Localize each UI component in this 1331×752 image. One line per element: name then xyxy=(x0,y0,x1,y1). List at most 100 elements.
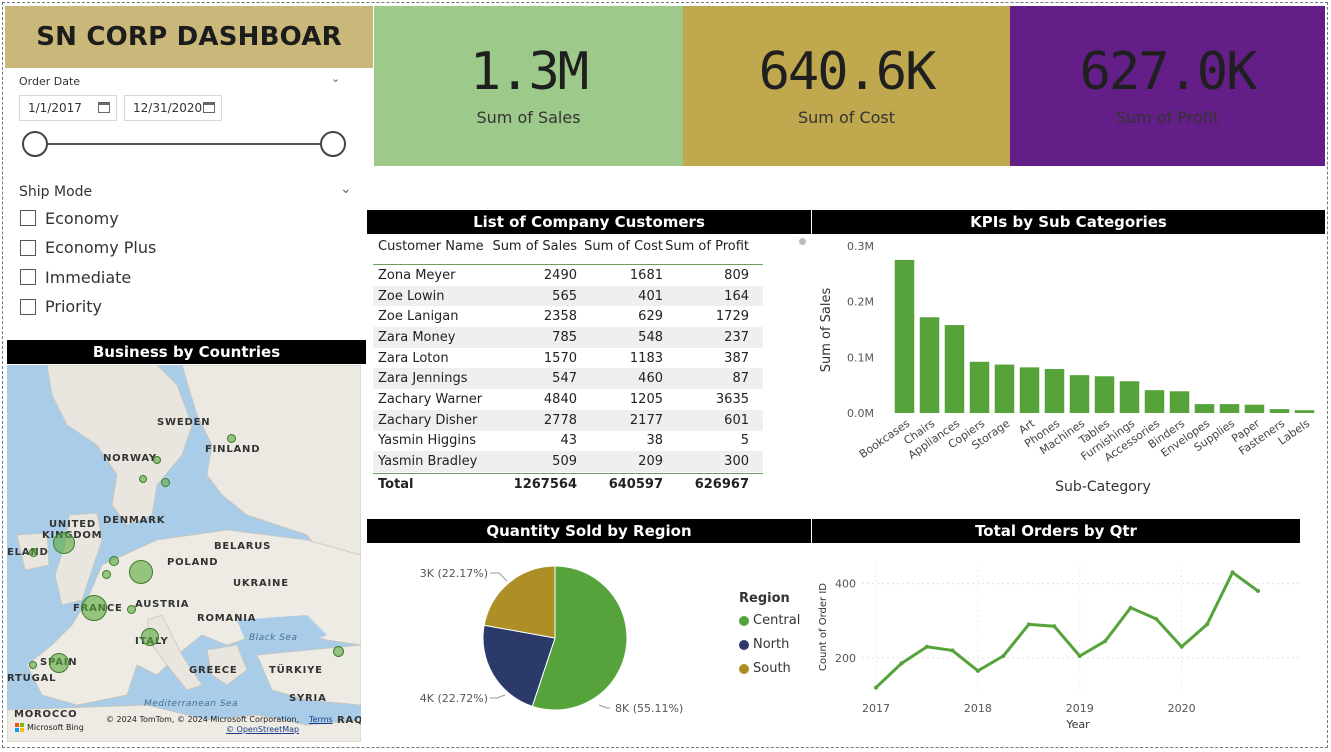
data-point[interactable] xyxy=(1128,605,1133,610)
ship-mode-option-economy[interactable]: Economy xyxy=(20,206,156,230)
data-point[interactable] xyxy=(1026,622,1031,627)
date-range-slider-track[interactable] xyxy=(35,143,333,145)
pie-chart[interactable]: 8K (55.11%) 4K (22.72%) 3K (22.17%) xyxy=(367,545,737,745)
calendar-icon[interactable] xyxy=(203,102,215,113)
data-point[interactable] xyxy=(1205,622,1210,627)
line-chart[interactable]: 200 400 2017 2018 2019 2020 Count of Order ID Y… xyxy=(812,545,1325,745)
map-label-denmark: DENMARK xyxy=(103,515,166,526)
map-bubble-norway[interactable] xyxy=(139,475,147,483)
kpi-card-cost[interactable]: 640.6K Sum of Cost xyxy=(683,6,1010,166)
bar-fasteners[interactable] xyxy=(1269,409,1290,413)
table-row[interactable]: Zachary Disher 2778 2177 601 xyxy=(373,409,763,431)
legend-item-central[interactable]: Central xyxy=(739,613,800,628)
map-bubble-portugal[interactable] xyxy=(29,661,37,669)
bar-machines[interactable] xyxy=(1069,375,1090,413)
map-bubble-united-kingdom[interactable] xyxy=(53,532,75,554)
map-bubble-france[interactable] xyxy=(81,595,107,621)
table-row[interactable]: Zara Jennings 547 460 87 xyxy=(373,368,763,390)
country-map[interactable]: SWEDEN FINLAND NORWAY UNITED KINGDOM DEN… xyxy=(7,365,361,742)
ship-mode-option-immediate[interactable]: Immediate xyxy=(20,265,156,289)
data-point[interactable] xyxy=(1052,624,1057,629)
bar-furnishings[interactable] xyxy=(1119,381,1140,413)
data-point[interactable] xyxy=(1256,589,1260,593)
data-point[interactable] xyxy=(1154,616,1159,621)
map-bubble-germany[interactable] xyxy=(129,560,153,584)
bar-envelopes[interactable] xyxy=(1194,404,1215,413)
pie-slice-south[interactable] xyxy=(483,565,556,639)
map-bubble-estonia[interactable] xyxy=(161,478,170,487)
checkbox[interactable] xyxy=(20,210,36,226)
map-label-belarus: BELARUS xyxy=(214,541,272,552)
map-osm-link[interactable]: © OpenStreetMap xyxy=(226,725,300,734)
data-point[interactable] xyxy=(874,685,878,690)
table-row[interactable]: Yasmin Higgins 43 38 5 xyxy=(378,433,749,449)
pie-slice-north[interactable] xyxy=(482,624,556,707)
map-bubble-switzerland[interactable] xyxy=(127,605,136,614)
end-date-input[interactable]: 12/31/2020 xyxy=(124,95,222,121)
bar-supplies[interactable] xyxy=(1219,404,1240,413)
bar-appliances[interactable] xyxy=(944,325,965,413)
data-point[interactable] xyxy=(1230,570,1235,575)
data-point[interactable] xyxy=(950,648,955,653)
map-bubble-italy[interactable] xyxy=(141,628,159,646)
orders-line[interactable] xyxy=(874,570,1259,689)
ship-mode-option-priority[interactable]: Priority xyxy=(20,295,156,319)
column-header-sales[interactable]: Sum of Sales xyxy=(492,239,577,254)
date-range-end-handle[interactable] xyxy=(320,131,346,157)
bar-copiers[interactable] xyxy=(969,361,990,413)
bar-phones[interactable] xyxy=(1044,369,1065,413)
data-point[interactable] xyxy=(1103,639,1108,644)
table-row[interactable]: Zoe Lanigan 2358 629 1729 xyxy=(378,309,749,325)
map-bubble-belgium[interactable] xyxy=(102,570,111,579)
bar-accessories[interactable] xyxy=(1144,390,1165,413)
kpi-card-profit[interactable]: 627.0K Sum of Profit xyxy=(1010,6,1325,166)
checkbox[interactable] xyxy=(20,269,36,285)
data-point[interactable] xyxy=(1179,644,1184,649)
checkbox[interactable] xyxy=(20,239,36,256)
table-row[interactable]: Zara Money 785 548 237 xyxy=(373,327,763,348)
table-row[interactable]: Yasmin Bradley 509 209 300 xyxy=(373,451,763,472)
map-terms-link[interactable]: Terms xyxy=(309,715,333,724)
data-point[interactable] xyxy=(1001,654,1006,658)
legend-dot-north xyxy=(739,639,749,650)
bar-chairs[interactable] xyxy=(919,317,940,413)
checkbox[interactable] xyxy=(20,298,36,315)
data-point[interactable] xyxy=(1077,654,1082,658)
map-bubble-netherlands[interactable] xyxy=(109,556,119,566)
column-header-cost[interactable]: Sum of Cost xyxy=(584,239,663,254)
date-range-start-handle[interactable] xyxy=(22,131,48,157)
kpi-card-sales[interactable]: 1.3M Sum of Sales xyxy=(374,6,683,166)
table-row[interactable]: Zona Meyer 2490 1681 809 xyxy=(378,267,749,283)
ship-mode-chevron-icon[interactable]: ⌄ xyxy=(340,181,352,197)
map-bubble-spain[interactable] xyxy=(49,653,69,673)
data-point[interactable] xyxy=(975,668,980,673)
data-point[interactable] xyxy=(924,644,929,649)
table-row[interactable]: Zara Loton 1570 1183 387 xyxy=(378,350,749,366)
bar-bookcases[interactable] xyxy=(894,259,915,413)
column-header-customer-name[interactable]: Customer Name ▼ xyxy=(373,239,491,254)
scroll-indicator[interactable] xyxy=(799,238,806,245)
bar-tables[interactable] xyxy=(1094,376,1115,413)
data-point[interactable] xyxy=(899,661,904,666)
map-bubble-turkiye[interactable] xyxy=(333,646,344,657)
map-bubble-ireland[interactable] xyxy=(29,548,38,557)
table-row[interactable]: Zoe Lowin 565 401 164 xyxy=(373,285,763,307)
bar-paper[interactable] xyxy=(1244,404,1265,413)
bar-labels[interactable] xyxy=(1294,410,1315,413)
bar-chart[interactable]: 0.0M0.1M0.2M0.3MBookcasesChairsAppliance… xyxy=(812,234,1325,498)
order-date-chevron-icon[interactable]: ⌄ xyxy=(331,72,341,85)
pie-slice-central[interactable] xyxy=(531,565,628,711)
table-row[interactable]: Zachary Warner 4840 1205 3635 xyxy=(378,391,749,407)
legend-item-north[interactable]: North xyxy=(739,637,800,652)
ship-mode-option-economy-plus[interactable]: Economy Plus xyxy=(20,236,156,260)
column-header-profit[interactable]: Sum of Profit xyxy=(665,239,749,254)
start-date-input[interactable]: 1/1/2017 xyxy=(19,95,117,121)
bar-storage[interactable] xyxy=(994,364,1015,413)
bar-art[interactable] xyxy=(1019,367,1040,413)
map-bubble-finland[interactable] xyxy=(227,434,236,443)
map-bubble-sweden[interactable] xyxy=(153,456,161,464)
bar-binders[interactable] xyxy=(1169,391,1190,413)
sort-down-icon[interactable]: ▼ xyxy=(378,253,384,254)
legend-item-south[interactable]: South xyxy=(739,661,800,676)
calendar-icon[interactable] xyxy=(98,102,110,113)
